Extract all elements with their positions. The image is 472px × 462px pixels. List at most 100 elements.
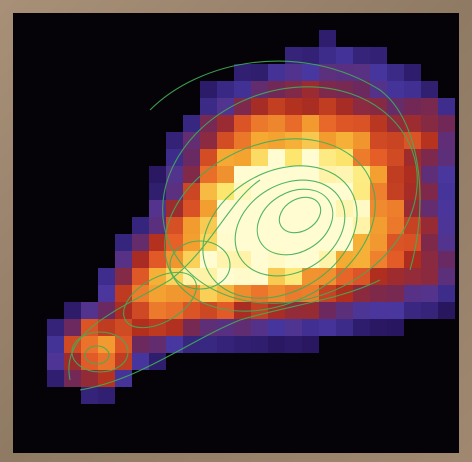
pixel [353,64,370,81]
pixel [183,200,200,217]
pixel [302,81,319,98]
pixel [438,115,455,132]
pixel [285,200,302,217]
pixel [319,251,336,268]
pixel [183,149,200,166]
pixel [81,336,98,353]
pixel [132,336,149,353]
pixel [149,217,166,234]
pixel [115,268,132,285]
pixel [302,251,319,268]
pixel [285,285,302,302]
contour [162,86,418,304]
pixel [251,217,268,234]
contour [256,188,334,256]
pixel [421,183,438,200]
pixel [421,285,438,302]
pixel [285,132,302,149]
pixel [387,268,404,285]
pixel [387,200,404,217]
pixel [438,234,455,251]
pixel [302,47,319,64]
pixel [115,251,132,268]
pixel [319,47,336,64]
pixel [234,217,251,234]
pixel [149,166,166,183]
pixel [421,81,438,98]
pixel [217,98,234,115]
pixel [353,166,370,183]
pixel [64,319,81,336]
pixel [268,64,285,81]
pixel [319,81,336,98]
pixel [268,234,285,251]
pixel [438,285,455,302]
pixel [234,336,251,353]
pixel [200,319,217,336]
pixel [166,302,183,319]
pixel [387,285,404,302]
pixel [353,132,370,149]
pixel [336,47,353,64]
pixel [251,98,268,115]
pixel [370,217,387,234]
pixel [132,353,149,370]
pixel [302,200,319,217]
pixel [217,251,234,268]
pixel [285,217,302,234]
pixel [98,353,115,370]
pixel [234,149,251,166]
pixel [421,132,438,149]
pixel [166,149,183,166]
pixel [200,251,217,268]
pixel [319,183,336,200]
pixel [319,64,336,81]
pixel [132,251,149,268]
pixel [200,81,217,98]
pixel [336,149,353,166]
pixel [285,251,302,268]
pixel [302,336,319,353]
pixel [438,149,455,166]
pixel [234,132,251,149]
pixel [438,217,455,234]
pixel [421,302,438,319]
pixel [404,115,421,132]
pixel [421,149,438,166]
pixel [370,47,387,64]
pixel [285,149,302,166]
pixel [234,98,251,115]
pixel [336,302,353,319]
pixel [183,217,200,234]
pixel [268,115,285,132]
pixel [149,319,166,336]
pixel [387,166,404,183]
pixel [234,64,251,81]
pixel [319,132,336,149]
pixel [251,268,268,285]
pixel [319,166,336,183]
pixel [149,251,166,268]
pixel [285,98,302,115]
pixel [132,285,149,302]
pixel [370,166,387,183]
pixel [404,64,421,81]
pixel [251,115,268,132]
pixel [149,200,166,217]
pixel [166,336,183,353]
pixel [370,200,387,217]
pixel [370,149,387,166]
pixel [319,149,336,166]
pixel [217,166,234,183]
pixel [200,268,217,285]
pixel [217,115,234,132]
pixel [149,234,166,251]
pixel [421,217,438,234]
pixel [149,336,166,353]
pixel [285,64,302,81]
pixel [387,302,404,319]
pixel [336,183,353,200]
pixel [285,336,302,353]
pixel [319,98,336,115]
pixel [217,302,234,319]
